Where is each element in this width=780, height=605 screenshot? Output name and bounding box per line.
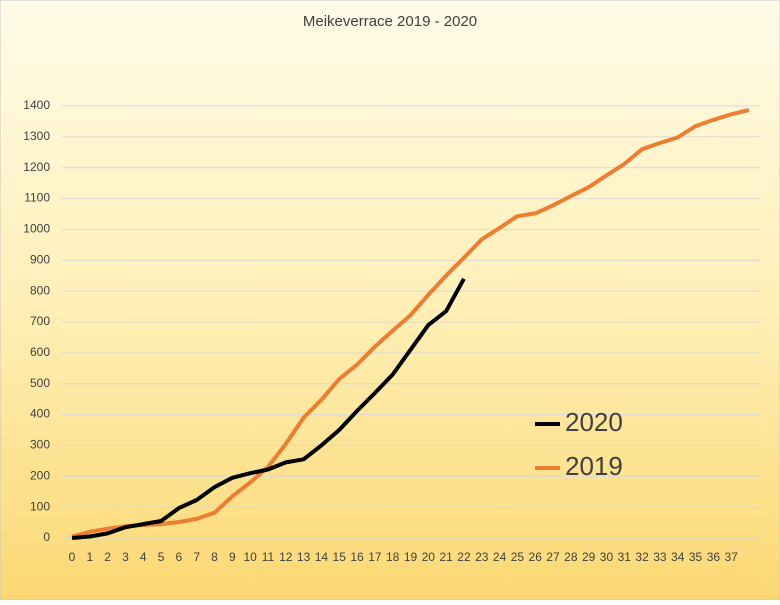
x-tick-label: 32 xyxy=(635,550,649,564)
x-tick-label: 15 xyxy=(333,550,347,564)
x-tick-label: 29 xyxy=(582,550,596,564)
y-tick-label: 200 xyxy=(30,468,50,482)
legend-label: 2019 xyxy=(565,451,623,481)
y-tick-label: 500 xyxy=(30,376,50,390)
y-tick-label: 800 xyxy=(30,283,50,297)
x-tick-label: 11 xyxy=(262,550,275,564)
x-tick-label: 14 xyxy=(315,550,329,564)
x-tick-label: 21 xyxy=(439,550,453,564)
x-tick-label: 8 xyxy=(211,550,218,564)
y-tick-label: 300 xyxy=(30,438,50,452)
y-tick-label: 700 xyxy=(30,314,50,328)
x-tick-label: 23 xyxy=(475,550,489,564)
y-tick-label: 600 xyxy=(30,345,50,359)
x-tick-label: 13 xyxy=(297,550,311,564)
x-tick-label: 19 xyxy=(404,550,418,564)
x-tick-label: 35 xyxy=(689,550,703,564)
y-tick-label: 1300 xyxy=(23,129,50,143)
x-tick-label: 2 xyxy=(104,550,111,564)
x-tick-label: 5 xyxy=(158,550,165,564)
x-tick-label: 1 xyxy=(86,550,93,564)
x-tick-label: 12 xyxy=(279,550,293,564)
y-tick-label: 100 xyxy=(30,499,50,513)
x-tick-label: 30 xyxy=(600,550,614,564)
x-tick-label: 20 xyxy=(422,550,436,564)
x-tick-label: 4 xyxy=(140,550,147,564)
x-tick-label: 37 xyxy=(725,550,739,564)
x-tick-label: 3 xyxy=(122,550,129,564)
x-tick-label: 22 xyxy=(457,550,471,564)
y-tick-label: 1100 xyxy=(24,191,50,205)
series-line xyxy=(71,108,750,539)
x-tick-label: 26 xyxy=(529,550,543,564)
y-tick-label: 1200 xyxy=(23,160,50,174)
x-tick-label: 9 xyxy=(229,550,236,564)
legend-label: 2020 xyxy=(565,407,623,437)
x-tick-label: 24 xyxy=(493,550,507,564)
y-tick-label: 1000 xyxy=(23,222,50,236)
x-tick-label: 25 xyxy=(511,550,525,564)
y-tick-label: 400 xyxy=(30,407,50,421)
x-tick-label: 10 xyxy=(243,550,257,564)
x-tick-label: 6 xyxy=(176,550,183,564)
x-tick-label: 33 xyxy=(653,550,667,564)
x-tick-label: 0 xyxy=(69,550,76,564)
y-tick-label: 0 xyxy=(43,530,50,544)
series-line xyxy=(71,277,466,540)
x-tick-label: 28 xyxy=(564,550,578,564)
chart-title: Meikeverrace 2019 - 2020 xyxy=(303,13,477,30)
x-tick-label: 36 xyxy=(707,550,721,564)
x-tick-label: 34 xyxy=(671,550,685,564)
x-tick-label: 27 xyxy=(546,550,560,564)
x-tick-label: 16 xyxy=(350,550,364,564)
y-tick-label: 900 xyxy=(30,252,50,266)
x-tick-label: 7 xyxy=(193,550,200,564)
x-tick-label: 18 xyxy=(386,550,400,564)
x-tick-label: 17 xyxy=(368,550,382,564)
x-tick-label: 31 xyxy=(618,550,632,564)
y-tick-label: 1400 xyxy=(23,98,50,112)
